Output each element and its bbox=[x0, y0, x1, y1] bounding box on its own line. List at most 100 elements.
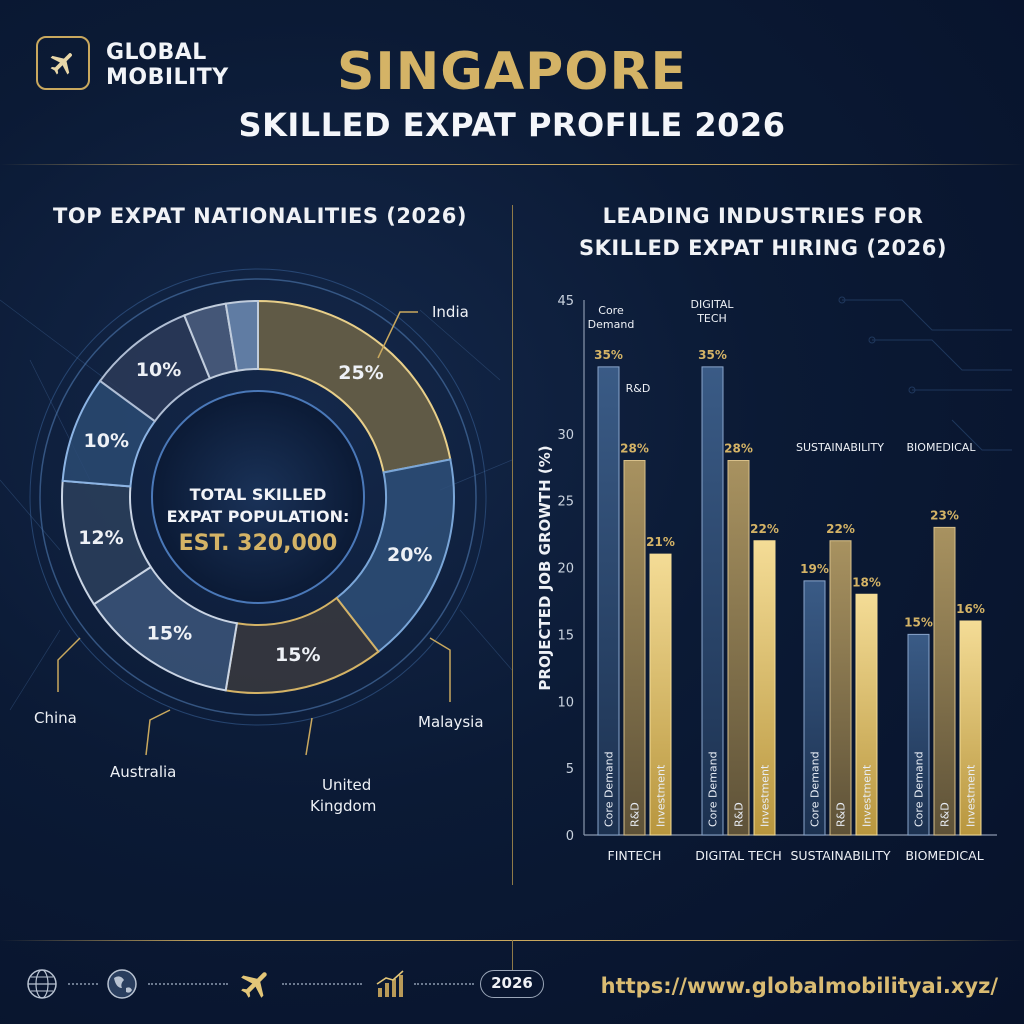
callout-line-china bbox=[57, 637, 81, 692]
callout-line-australia bbox=[145, 709, 171, 756]
brand-line-2: MOBILITY bbox=[106, 65, 229, 90]
bar-value-label: 15% bbox=[904, 615, 933, 629]
y-tick-label: 45 bbox=[557, 294, 574, 309]
group-annotation: Demand bbox=[588, 318, 635, 331]
category-label: BIOMEDICAL bbox=[905, 848, 983, 863]
website-link[interactable]: https://www.globalmobilityai.xyz/ bbox=[600, 974, 998, 998]
industries-title-1: LEADING INDUSTRIES FOR bbox=[602, 204, 924, 228]
donut-slice-label: 15% bbox=[147, 623, 192, 645]
bar-layer: 0 5 10 15 20 25 30 45 35% Core Demand 28% R&D 21% Inv… bbox=[557, 294, 984, 863]
bar-series-label: Core Demand bbox=[913, 751, 926, 827]
industries-bar-chart: PROJECTED JOB GROWTH (%) 0 5 10 15 20 25 30 45 3… bbox=[536, 294, 1012, 863]
bar bbox=[959, 620, 982, 836]
footer-dots-3 bbox=[282, 983, 362, 987]
group-annotation: BIOMEDICAL bbox=[907, 441, 977, 454]
bar-series-label: Core Demand bbox=[707, 751, 720, 827]
airplane-icon bbox=[50, 53, 72, 75]
bar bbox=[649, 553, 672, 836]
bar bbox=[597, 366, 620, 836]
footer-dots-2 bbox=[148, 983, 228, 987]
category-label: SUSTAINABILITY bbox=[790, 848, 890, 863]
callout-australia: Australia bbox=[110, 763, 176, 781]
donut-slice-label: 20% bbox=[387, 544, 432, 566]
industries-title-2: SKILLED EXPAT HIRING (2026) bbox=[579, 236, 947, 260]
bar-series-label: Investment bbox=[861, 764, 874, 827]
donut-slice-label: 25% bbox=[338, 362, 383, 384]
chart-icon bbox=[376, 970, 404, 997]
y-tick-label: 10 bbox=[557, 695, 574, 710]
airplane-icon bbox=[241, 972, 267, 998]
industries-title: LEADING INDUSTRIES FOR SKILLED EXPAT HIR… bbox=[528, 200, 998, 264]
callout-india: India bbox=[432, 303, 469, 321]
bar-series-label: Core Demand bbox=[809, 751, 822, 827]
callout-malaysia: Malaysia bbox=[418, 713, 484, 731]
category-label: DIGITAL TECH bbox=[695, 848, 782, 863]
bar bbox=[727, 460, 750, 836]
y-tick-label: 0 bbox=[566, 829, 574, 844]
donut-slice bbox=[257, 299, 452, 474]
y-tick-label: 5 bbox=[566, 762, 574, 777]
bar bbox=[623, 460, 646, 836]
footer-dots-4 bbox=[414, 983, 474, 987]
bar-series-label: R&D bbox=[733, 802, 746, 827]
group-annotation: R&D bbox=[626, 382, 651, 395]
footer-divider-tick bbox=[512, 940, 513, 970]
bar-value-label: 22% bbox=[826, 522, 855, 536]
bar bbox=[803, 580, 826, 836]
donut-slice-label: 15% bbox=[275, 644, 320, 666]
y-tick-label: 15 bbox=[557, 628, 574, 643]
earth-icon bbox=[107, 969, 137, 999]
donut-slices: 25% 20% 15% 15% 12% 10% 10% bbox=[61, 299, 455, 694]
bar-series-label: Investment bbox=[759, 764, 772, 827]
bar bbox=[829, 540, 852, 836]
header-divider bbox=[0, 164, 1024, 165]
bar-value-label: 22% bbox=[750, 522, 779, 536]
nationalities-title: TOP EXPAT NATIONALITIES (2026) bbox=[53, 204, 467, 228]
bar-value-label: 35% bbox=[698, 348, 727, 362]
bar-series-label: R&D bbox=[939, 802, 952, 827]
bar-value-label: 18% bbox=[852, 575, 881, 589]
callout-uk-2: Kingdom bbox=[310, 797, 376, 815]
center-label-2: EXPAT POPULATION: bbox=[167, 507, 350, 526]
callout-line-india bbox=[377, 311, 418, 359]
y-tick-label: 25 bbox=[557, 495, 574, 510]
bar-series-label: R&D bbox=[629, 802, 642, 827]
globe-icon bbox=[27, 969, 57, 999]
group-annotation: TECH bbox=[696, 312, 727, 325]
donut-slice-label: 10% bbox=[136, 359, 181, 381]
footer-dots-1 bbox=[68, 983, 98, 987]
callout-line-malaysia bbox=[429, 637, 451, 702]
group-annotation: Core bbox=[598, 304, 624, 317]
y-tick-label: 30 bbox=[557, 428, 574, 443]
bar bbox=[701, 366, 724, 836]
donut-slice-label: 12% bbox=[78, 527, 123, 549]
category-label: FINTECH bbox=[608, 848, 662, 863]
bar-value-label: 21% bbox=[646, 535, 675, 549]
bar-series-label: R&D bbox=[835, 802, 848, 827]
bar bbox=[907, 633, 930, 836]
bar-value-label: 19% bbox=[800, 562, 829, 576]
callout-china: China bbox=[34, 709, 77, 727]
donut-slice-label: 10% bbox=[84, 430, 129, 452]
logo-badge bbox=[36, 36, 90, 90]
page-title: SINGAPORE bbox=[336, 42, 688, 102]
year-badge: 2026 bbox=[480, 970, 544, 998]
bar-value-label: 23% bbox=[930, 508, 959, 522]
bar bbox=[855, 593, 878, 836]
group-annotation: SUSTAINABILITY bbox=[796, 441, 884, 454]
bar-value-label: 28% bbox=[724, 442, 753, 456]
y-tick-label: 20 bbox=[557, 562, 574, 577]
center-value: EST. 320,000 bbox=[179, 531, 338, 556]
donut-slice bbox=[224, 299, 259, 372]
bar-series-label: Core Demand bbox=[603, 751, 616, 827]
bar bbox=[753, 540, 776, 836]
bar-series-label: Investment bbox=[965, 764, 978, 827]
group-annotation: DIGITAL bbox=[690, 298, 734, 311]
nationalities-donut-chart: 25% 20% 15% 15% 12% 10% 10% TOTAL SKILLED EXPA… bbox=[0, 268, 512, 815]
panel-divider bbox=[512, 205, 513, 885]
brand-name: GLOBAL MOBILITY bbox=[106, 40, 229, 90]
circuit-backdrop bbox=[838, 296, 1012, 451]
page-subtitle: SKILLED EXPAT PROFILE 2026 bbox=[238, 106, 786, 144]
y-axis-label: PROJECTED JOB GROWTH (%) bbox=[536, 445, 554, 690]
bar-value-label: 35% bbox=[594, 348, 623, 362]
